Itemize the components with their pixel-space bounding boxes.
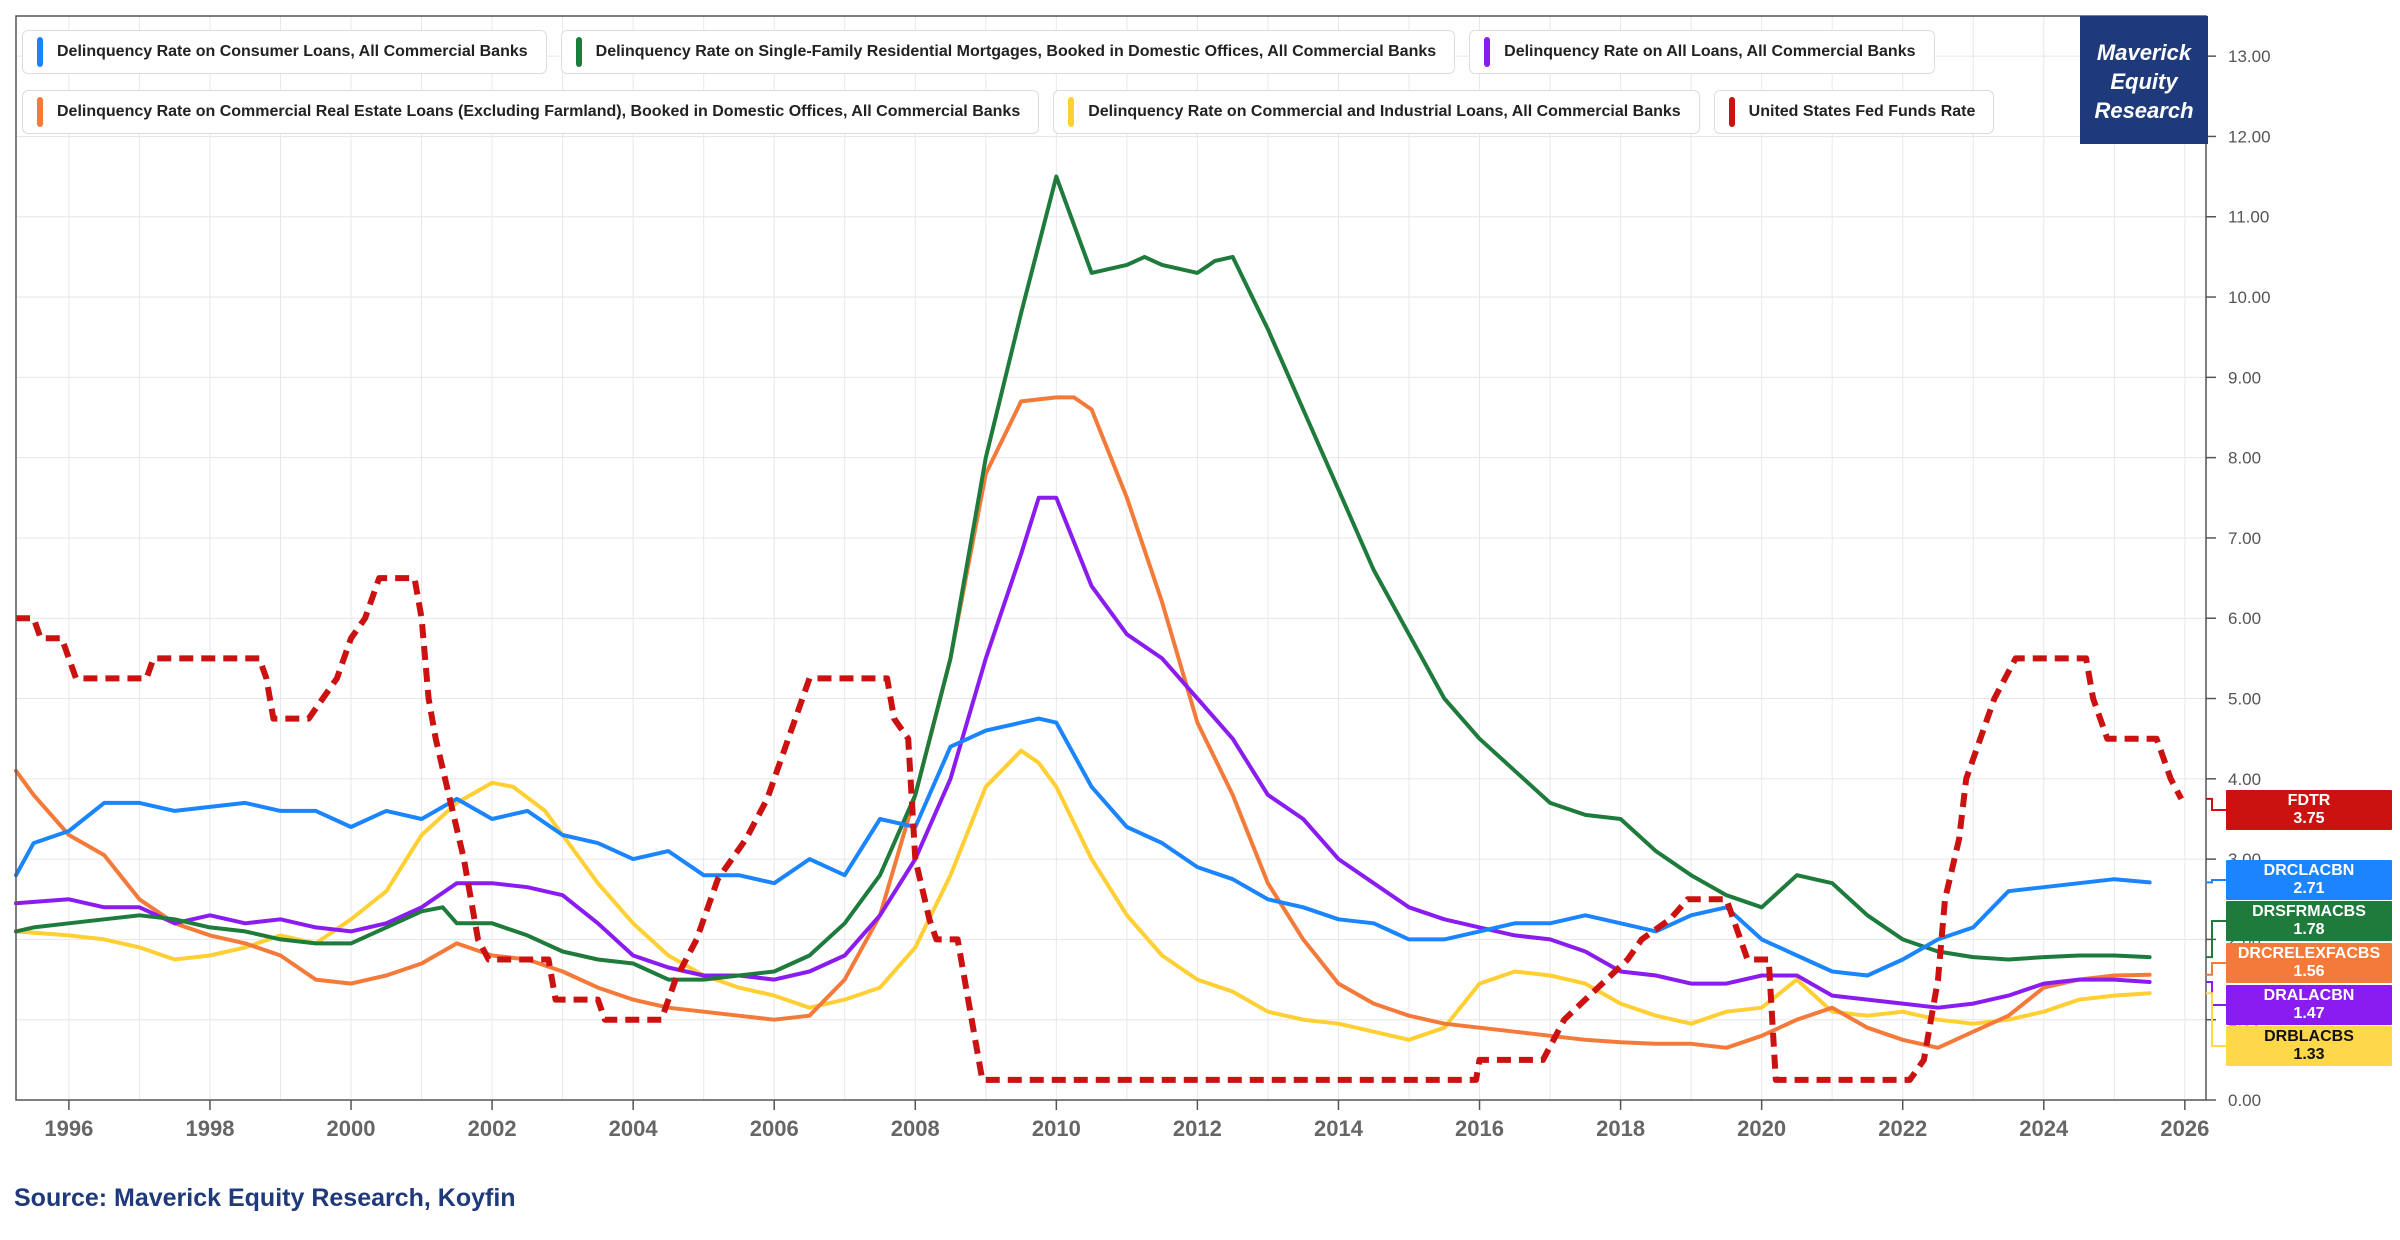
series-line-drsfrmacbs [14, 174, 2152, 982]
legend-label: Delinquency Rate on Single-Family Reside… [595, 43, 1437, 60]
value-tag-drclacbn: DRCLACBN 2.71 [2226, 860, 2392, 900]
brand-line: Equity [2110, 68, 2178, 94]
tag-code: FDTR [2287, 792, 2331, 809]
legend-label: Delinquency Rate on Commercial Real Esta… [57, 103, 1021, 120]
legend-item-single-family-mortgages[interactable]: Delinquency Rate on Single-Family Reside… [560, 30, 1456, 74]
grid [16, 16, 2206, 1101]
connector-drcrelexfacbs [2206, 962, 2226, 976]
legend-swatch [1068, 97, 1075, 127]
x-tick-label: 2022 [1878, 1116, 1927, 1141]
y-tick-label: 8.00 [2228, 449, 2261, 468]
tag-code: DRCLACBN [2263, 862, 2355, 879]
x-tick-label: 2026 [2160, 1116, 2209, 1141]
y-tick-label: 13.00 [2228, 47, 2271, 66]
y-tick-label: 9.00 [2228, 368, 2261, 387]
y-tick-label: 0.00 [2228, 1091, 2261, 1110]
y-tick-label: 6.00 [2228, 609, 2261, 628]
series-lines [14, 174, 2184, 1083]
tag-value: 3.75 [2293, 810, 2325, 827]
source-caption: Source: Maverick Equity Research, Koyfin [14, 1184, 516, 1212]
tag-connectors [2206, 797, 2226, 1047]
value-tag-fdtr: FDTR 3.75 [2226, 790, 2392, 830]
brand-logo: Maverick Equity Research [2080, 16, 2208, 144]
legend-swatch [37, 37, 43, 67]
tag-value: 1.47 [2293, 1005, 2325, 1022]
y-tick-label: 11.00 [2228, 208, 2269, 227]
series-line-drclacbn [14, 716, 2152, 978]
tag-value: 1.56 [2293, 963, 2325, 980]
legend-label: United States Fed Funds Rate [1748, 103, 1976, 120]
connector-fdtr [2206, 797, 2226, 811]
tag-code: DRSFRMACBS [2252, 903, 2366, 920]
tag-code: DRALACBN [2263, 987, 2355, 1004]
legend-item-consumer-loans[interactable]: Delinquency Rate on Consumer Loans, All … [22, 30, 547, 74]
x-tick-label: 1996 [44, 1116, 93, 1141]
x-tick-label: 2020 [1737, 1116, 1786, 1141]
x-tick-label: 2002 [468, 1116, 517, 1141]
tag-code: DRBLACBS [2264, 1028, 2354, 1045]
tag-value: 1.78 [2293, 921, 2325, 938]
legend-label: Delinquency Rate on All Loans, All Comme… [1504, 43, 1916, 60]
x-tick-label: 1998 [185, 1116, 234, 1141]
legend-item-commercial-real-estate[interactable]: Delinquency Rate on Commercial Real Esta… [22, 90, 1040, 134]
tag-value: 2.71 [2293, 880, 2325, 897]
x-tick-label: 2014 [1314, 1116, 1364, 1141]
y-tick-label: 7.00 [2228, 529, 2261, 548]
plot-frame [15, 15, 2207, 1101]
y-tick-label: 4.00 [2228, 770, 2261, 789]
axes: 0.001.002.003.004.005.006.007.008.009.00… [15, 15, 2271, 1141]
series-line-fdtr [16, 575, 2184, 1083]
series-line-dralacbn [14, 495, 2152, 1010]
x-tick-label: 2006 [750, 1116, 799, 1141]
x-tick-label: 2000 [327, 1116, 376, 1141]
legend-swatch [575, 37, 582, 67]
connector-drsfrmacbs [2206, 920, 2226, 959]
connector-drclacbn [2206, 879, 2226, 884]
legend-item-commercial-industrial[interactable]: Delinquency Rate on Commercial and Indus… [1053, 90, 1700, 134]
tag-value: 1.33 [2293, 1046, 2325, 1063]
legend-item-all-loans[interactable]: Delinquency Rate on All Loans, All Comme… [1469, 30, 1935, 74]
y-tick-label: 5.00 [2228, 690, 2261, 709]
x-tick-label: 2010 [1032, 1116, 1081, 1141]
tag-code: DRCRELEXFACBS [2237, 945, 2381, 962]
legend-item-fed-funds-rate[interactable]: United States Fed Funds Rate [1713, 90, 1995, 134]
value-tag-drcrelexfacbs: DRCRELEXFACBS 1.56 [2226, 943, 2392, 983]
brand-line: Maverick [2096, 39, 2192, 65]
y-tick-label: 12.00 [2228, 127, 2271, 146]
connector-drblacbs [2206, 992, 2226, 1047]
series-line-drblacbs [14, 748, 2152, 1042]
series-line-drcrelexfacbs [14, 395, 2152, 1050]
value-tag-drsfrmacbs: DRSFRMACBS 1.78 [2226, 901, 2392, 941]
x-tick-label: 2008 [891, 1116, 940, 1141]
x-tick-label: 2012 [1173, 1116, 1222, 1141]
legend-row-2: Delinquency Rate on Commercial Real Esta… [22, 90, 2052, 134]
y-tick-label: 10.00 [2228, 288, 2271, 307]
legend-swatch [1728, 97, 1735, 127]
legend-swatch [1484, 37, 1491, 67]
legend-label: Delinquency Rate on Commercial and Indus… [1088, 103, 1681, 120]
legend-swatch [37, 97, 43, 127]
value-tag-drblacbs: DRBLACBS 1.33 [2226, 1026, 2392, 1066]
x-tick-label: 2018 [1596, 1116, 1645, 1141]
legend-label: Delinquency Rate on Consumer Loans, All … [57, 43, 528, 60]
x-tick-label: 2024 [2019, 1116, 2069, 1141]
legend-row-1: Delinquency Rate on Consumer Loans, All … [22, 30, 2052, 74]
legend: Delinquency Rate on Consumer Loans, All … [22, 30, 2052, 150]
value-tag-dralacbn: DRALACBN 1.47 [2226, 985, 2392, 1025]
x-tick-label: 2016 [1455, 1116, 1504, 1141]
brand-line: Research [2094, 97, 2194, 123]
x-tick-label: 2004 [609, 1116, 659, 1141]
